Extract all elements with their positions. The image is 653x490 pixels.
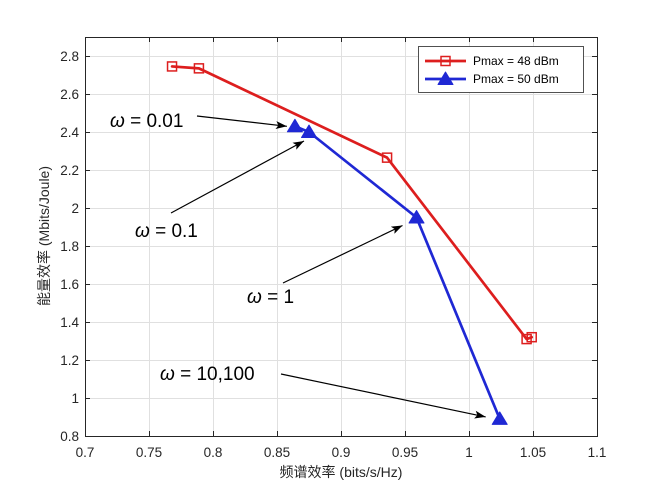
omega-symbol: ω: [160, 364, 175, 385]
legend: Pmax = 48 dBm Pmax = 50 dBm: [418, 46, 584, 93]
y-tick-label: 0.8: [60, 429, 79, 444]
annotation-arrow: [170, 140, 305, 214]
legend-entry: Pmax = 50 dBm: [425, 71, 559, 86]
annotation-label: ω = 0.01: [110, 111, 183, 132]
square-marker: [193, 63, 205, 74]
annotations: ω = 0.01ω = 0.1ω = 1ω = 10,100: [110, 111, 486, 419]
legend-triangle-marker: [437, 71, 454, 85]
legend-label: Pmax = 50 dBm: [473, 72, 559, 86]
omega-symbol: ω: [110, 111, 125, 132]
square-marker: [526, 331, 537, 343]
series-1: [166, 61, 537, 345]
x-tick-label: 1: [465, 445, 473, 460]
x-tick-label: 0.8: [204, 445, 223, 460]
y-tick-label: 1.4: [60, 315, 79, 330]
y-tick-label: 2.4: [60, 125, 79, 140]
x-tick-label: 0.75: [136, 445, 162, 460]
annotation-arrow: [196, 115, 287, 130]
annotation-value: = 0.1: [150, 221, 198, 242]
x-tick-label: 1.1: [588, 445, 607, 460]
legend-square-marker: [440, 55, 451, 67]
series-line: [293, 124, 502, 421]
legend-entry: Pmax = 48 dBm: [425, 54, 559, 68]
annotation-value: = 10,100: [175, 364, 255, 385]
omega-symbol: ω: [247, 287, 262, 308]
annotation-value: = 0.01: [125, 111, 184, 132]
series-line: [170, 65, 534, 341]
omega-symbol: ω: [135, 221, 150, 242]
annotation-label: ω = 1: [247, 287, 294, 308]
x-tick-label: 0.7: [76, 445, 95, 460]
x-tick-label: 0.9: [332, 445, 351, 460]
series-2: [286, 118, 508, 425]
y-tick-label: 2.2: [60, 163, 79, 178]
annotation-arrow: [280, 373, 486, 419]
legend-label: Pmax = 48 dBm: [473, 54, 559, 68]
triangle-marker: [301, 124, 317, 138]
triangle-marker: [491, 411, 508, 425]
y-axis-label: 能量效率 (Mbits/Joule): [36, 166, 52, 306]
y-tick-label: 1.8: [60, 239, 79, 254]
y-tick-label: 1.6: [60, 277, 79, 292]
x-axis-label: 频谱效率 (bits/s/Hz): [280, 464, 403, 480]
square-marker: [166, 61, 178, 72]
x-tick-label: 0.85: [264, 445, 290, 460]
annotation-label: ω = 10,100: [160, 364, 255, 385]
annotation: ω = 1: [247, 224, 403, 308]
square-marker: [381, 152, 393, 163]
series-layer: [166, 61, 537, 425]
annotation-label: ω = 0.1: [135, 221, 198, 242]
grid: [85, 37, 597, 436]
annotation: ω = 0.1: [135, 140, 305, 242]
annotation-arrow: [282, 224, 403, 284]
y-tick-label: 1.2: [60, 353, 79, 368]
y-tick-label: 2: [71, 201, 79, 216]
y-tick-label: 1: [71, 391, 79, 406]
triangle-marker: [408, 210, 425, 224]
annotation: ω = 10,100: [160, 364, 486, 419]
y-tick-label: 2.8: [60, 49, 79, 64]
triangle-marker: [286, 118, 303, 133]
axes: 0.7 0.75 0.8 0.85 0.9 0.95 1 1.05 1.1 0.8 1 1.2 1.4 1…: [60, 37, 606, 460]
x-tick-label: 1.05: [520, 445, 546, 460]
x-tick-label: 0.95: [392, 445, 418, 460]
y-tick-label: 2.6: [60, 87, 79, 102]
annotation-value: = 1: [262, 287, 294, 308]
annotation: ω = 0.01: [110, 111, 287, 132]
